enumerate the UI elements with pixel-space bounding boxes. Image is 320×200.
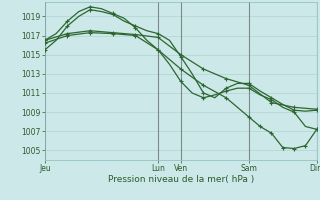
X-axis label: Pression niveau de la mer( hPa ): Pression niveau de la mer( hPa ) xyxy=(108,175,254,184)
